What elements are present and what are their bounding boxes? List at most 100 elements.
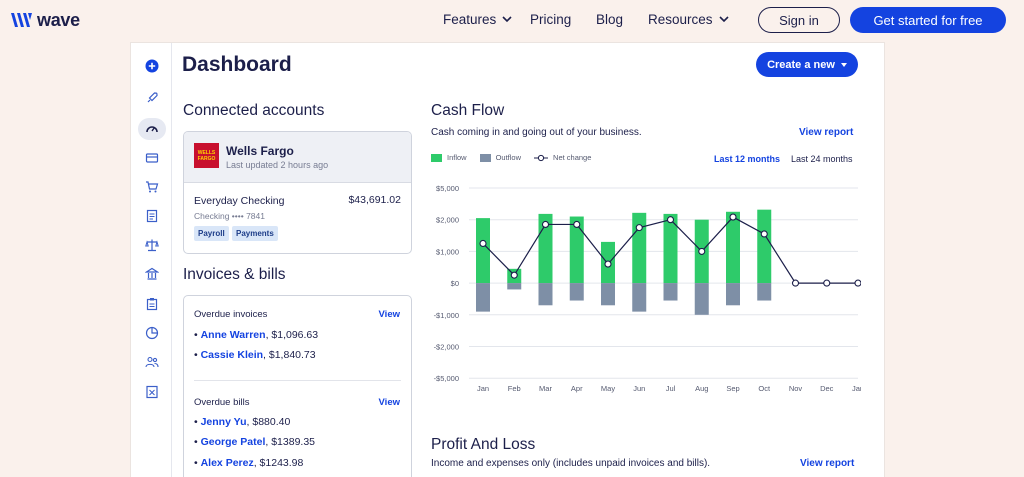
- view-bills-link[interactable]: View: [378, 397, 400, 408]
- list-item[interactable]: • Anne Warren, $1,096.63: [194, 329, 319, 341]
- invoices-bills-heading: Invoices & bills: [183, 266, 286, 283]
- nav-blog-label: Blog: [596, 12, 624, 27]
- clipboard-icon[interactable]: [144, 296, 160, 312]
- last-updated: Last updated 2 hours ago: [226, 160, 329, 170]
- list-item[interactable]: • Alex Perez, $1243.98: [194, 457, 304, 469]
- outflow-bar: [538, 283, 553, 306]
- bank-name: Wells Fargo: [226, 144, 294, 158]
- tag-payments: Payments: [232, 226, 278, 241]
- x-tick-label: May: [601, 384, 615, 393]
- net-change-point: [698, 247, 706, 255]
- chart-icon[interactable]: [144, 325, 160, 341]
- view-invoices-link[interactable]: View: [378, 309, 400, 320]
- y-tick-label: -$5,000: [434, 374, 459, 383]
- outflow-bar: [476, 283, 490, 312]
- get-started-button[interactable]: Get started for free: [850, 7, 1006, 33]
- range-12-months-tab[interactable]: Last 12 months: [714, 154, 781, 164]
- cash-flow-subtitle: Cash coming in and going out of your bus…: [431, 127, 642, 138]
- outflow-bar: [694, 283, 709, 315]
- bank-logo-line1: WELLS: [197, 149, 216, 156]
- divider: [194, 380, 401, 381]
- nav-features-label: Features: [443, 12, 497, 27]
- net-change-point: [510, 271, 518, 279]
- y-tick-label: -$2,000: [434, 343, 459, 352]
- range-24-months-tab[interactable]: Last 24 months: [791, 154, 853, 164]
- chevron-down-icon: [718, 16, 729, 23]
- nav-resources[interactable]: Resources: [648, 12, 729, 27]
- outflow-bar: [757, 283, 772, 301]
- bank-logo-line2: FARGO: [197, 155, 216, 162]
- wells-fargo-logo: WELLS FARGO: [194, 143, 219, 168]
- profit-loss-view-report-link[interactable]: View report: [800, 458, 855, 469]
- bill-vendor-name[interactable]: Jenny Yu: [200, 416, 247, 428]
- outflow-bar: [569, 283, 584, 301]
- legend-swatch-inflow: [431, 153, 442, 162]
- x-tick-label: Feb: [508, 384, 521, 393]
- net-change-point: [823, 279, 831, 287]
- net-change-point: [854, 279, 861, 287]
- people-icon[interactable]: [144, 354, 160, 370]
- account-name: Everyday Checking: [194, 195, 285, 207]
- dashboard-panel: Dashboard Create a new Connected account…: [131, 43, 884, 477]
- y-tick-label: $5,000: [436, 184, 459, 193]
- sign-in-button[interactable]: Sign in: [758, 7, 840, 33]
- profit-loss-subtitle: Income and expenses only (includes unpai…: [431, 458, 711, 469]
- net-change-point: [666, 216, 675, 224]
- list-item[interactable]: • Cassie Klein, $1,840.73: [194, 349, 316, 361]
- inflow-bar: [757, 209, 772, 284]
- invoice-client-name[interactable]: Anne Warren: [200, 329, 266, 341]
- create-new-button[interactable]: Create a new: [756, 52, 858, 77]
- wave-logo[interactable]: wave: [9, 9, 80, 31]
- account-balance: $43,691.02: [348, 194, 401, 206]
- wave-logo-icon: [11, 13, 32, 27]
- cash-flow-view-report-link[interactable]: View report: [799, 127, 854, 138]
- x-tick-label: Jun: [633, 384, 645, 393]
- y-tick-label: $2,000: [436, 216, 459, 225]
- nav-blog[interactable]: Blog: [596, 12, 623, 27]
- legend-swatch-outflow: [479, 153, 491, 162]
- calculator-icon[interactable]: [144, 384, 160, 400]
- invoice-amount: , $1,096.63: [265, 329, 319, 341]
- brand-name: wave: [37, 9, 80, 30]
- rocket-icon[interactable]: [144, 90, 160, 106]
- cart-icon[interactable]: [144, 179, 160, 195]
- cash-flow-chart: $5,000 $2,000 $1,000 $0 -$1,000 -$2,000 -$5,00…: [434, 184, 861, 393]
- x-tick-label: Jan: [477, 384, 489, 393]
- x-tick-label: Jul: [666, 384, 676, 393]
- inflow-bar: [663, 213, 678, 284]
- net-change-point: [760, 230, 768, 238]
- invoice-icon[interactable]: [144, 208, 160, 224]
- x-tick-label: Nov: [789, 384, 803, 393]
- legend-net-label: Net change: [553, 153, 592, 162]
- outflow-bar: [601, 283, 615, 306]
- y-tick-label: -$1,000: [434, 311, 459, 320]
- credit-card-icon[interactable]: [144, 150, 160, 166]
- chart-legend: Inflow Outflow Net change: [431, 153, 591, 162]
- invoice-client-name[interactable]: Cassie Klein: [200, 349, 264, 361]
- bill-vendor-name[interactable]: George Patel: [200, 436, 266, 448]
- add-icon[interactable]: [144, 58, 160, 74]
- list-item[interactable]: • George Patel, $1389.35: [194, 436, 316, 448]
- x-tick-label: Oct: [758, 384, 771, 393]
- list-item[interactable]: • Jenny Yu, $880.40: [194, 416, 291, 428]
- bill-vendor-name[interactable]: Alex Perez: [200, 457, 254, 469]
- bank-icon[interactable]: [144, 266, 160, 282]
- page-title: Dashboard: [182, 53, 292, 76]
- bill-amount: , $1389.35: [265, 436, 316, 448]
- inflow-bar: [632, 212, 647, 284]
- y-tick-label: $0: [451, 279, 459, 288]
- dashboard-icon[interactable]: [144, 121, 160, 137]
- chevron-down-icon: [502, 16, 512, 23]
- create-new-label: Create a new: [767, 58, 835, 71]
- nav-resources-label: Resources: [648, 12, 713, 27]
- cash-flow-heading: Cash Flow: [431, 102, 505, 119]
- nav-pricing-label: Pricing: [530, 12, 572, 27]
- net-change-point: [791, 279, 800, 287]
- net-change-point: [635, 224, 643, 232]
- nav-pricing[interactable]: Pricing: [530, 12, 571, 27]
- scale-icon[interactable]: [144, 237, 160, 253]
- nav-features[interactable]: Features: [443, 12, 512, 27]
- account-card[interactable]: WELLS FARGO Wells Fargo Last updated 2 h…: [183, 131, 412, 254]
- legend-net-icon: [534, 154, 549, 161]
- x-tick-label: Dec: [820, 384, 834, 393]
